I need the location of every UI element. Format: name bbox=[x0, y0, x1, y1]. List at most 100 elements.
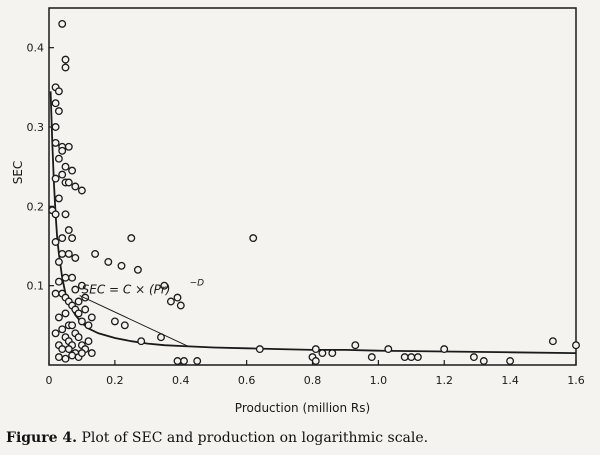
data-point bbox=[84, 321, 93, 330]
data-point bbox=[87, 313, 96, 322]
data-point bbox=[54, 277, 63, 286]
data-point bbox=[166, 297, 175, 306]
fit-equation-annotation: SEC = C × (Pr) bbox=[82, 283, 171, 297]
data-point bbox=[77, 186, 86, 195]
data-point bbox=[51, 289, 60, 298]
data-point bbox=[367, 353, 376, 362]
x-tick-label: 0.4 bbox=[172, 374, 190, 387]
data-point bbox=[133, 265, 142, 274]
figure-caption-label: Figure 4. bbox=[6, 430, 77, 446]
data-point bbox=[64, 226, 73, 235]
data-point bbox=[255, 345, 264, 354]
data-point bbox=[61, 55, 70, 64]
data-point bbox=[84, 337, 93, 346]
data-point bbox=[117, 261, 126, 270]
data-point bbox=[328, 349, 337, 358]
data-point bbox=[54, 194, 63, 203]
data-point bbox=[61, 354, 70, 363]
data-point bbox=[77, 281, 86, 290]
data-point bbox=[351, 341, 360, 350]
data-point bbox=[68, 273, 77, 282]
x-tick-label: 0.6 bbox=[238, 374, 256, 387]
data-point bbox=[318, 349, 327, 358]
data-point bbox=[384, 345, 393, 354]
data-point bbox=[58, 345, 67, 354]
y-tick-label: 0.2 bbox=[27, 200, 45, 213]
y-tick-label: 0.1 bbox=[27, 280, 45, 293]
data-point bbox=[173, 357, 182, 365]
data-point bbox=[407, 353, 416, 362]
data-point bbox=[54, 257, 63, 266]
data-point bbox=[127, 234, 136, 243]
data-point bbox=[64, 178, 73, 187]
x-tick-label: 1.6 bbox=[567, 374, 585, 387]
data-point bbox=[54, 107, 63, 116]
x-axis-title: Production (million Rs) bbox=[235, 401, 370, 415]
x-tick-label: 0.2 bbox=[106, 374, 124, 387]
y-axis-title: SEC bbox=[11, 161, 25, 185]
data-point bbox=[180, 357, 188, 365]
data-point bbox=[51, 238, 60, 246]
data-point bbox=[400, 353, 409, 362]
x-tick-label: 1.2 bbox=[436, 374, 454, 387]
data-point bbox=[68, 234, 77, 243]
data-point bbox=[58, 19, 67, 28]
data-point bbox=[61, 273, 70, 282]
data-point bbox=[54, 154, 63, 163]
data-point bbox=[77, 317, 86, 326]
fit-curve-line bbox=[49, 91, 577, 354]
fit-equation-exponent: −D bbox=[190, 279, 205, 289]
data-point bbox=[71, 182, 80, 191]
sec-production-scatter-chart: 0 0.2 0.4 0.6 0.8 1.0 1.2 1.4 1.6 0.1 0.2 0.3 0.4 Pr… bbox=[11, 7, 585, 415]
data-point bbox=[54, 87, 63, 96]
data-point bbox=[81, 305, 90, 314]
data-point bbox=[61, 162, 70, 171]
data-point bbox=[54, 353, 63, 362]
data-point bbox=[137, 337, 146, 346]
data-point bbox=[506, 357, 515, 365]
data-point bbox=[58, 146, 67, 155]
data-point bbox=[440, 345, 449, 354]
data-point bbox=[193, 357, 202, 365]
data-point bbox=[58, 234, 67, 243]
data-point bbox=[120, 321, 129, 330]
plot-frame bbox=[48, 7, 577, 366]
figure-caption-text: Plot of SEC and production on logarithmi… bbox=[81, 430, 429, 446]
figure-caption: Figure 4. Plot of SEC and production on … bbox=[6, 430, 428, 446]
data-point bbox=[311, 345, 320, 354]
data-point bbox=[51, 210, 60, 219]
data-point bbox=[71, 253, 80, 262]
data-point bbox=[64, 142, 73, 151]
y-tick-label: 0.3 bbox=[27, 121, 45, 134]
data-point bbox=[479, 357, 488, 365]
data-point bbox=[74, 309, 83, 318]
data-point bbox=[91, 249, 100, 258]
y-tick-label: 0.4 bbox=[27, 42, 45, 55]
data-point bbox=[51, 138, 60, 147]
data-point bbox=[173, 293, 182, 302]
data-point bbox=[58, 325, 67, 334]
data-point bbox=[54, 313, 63, 322]
data-point bbox=[51, 123, 60, 131]
x-tick-label: 0 bbox=[46, 374, 53, 387]
x-tick-label: 0.8 bbox=[304, 374, 322, 387]
annotation-leader-line bbox=[79, 295, 188, 347]
data-point bbox=[51, 329, 60, 338]
data-point bbox=[61, 210, 70, 219]
data-point bbox=[160, 281, 169, 290]
data-point bbox=[61, 63, 70, 72]
data-point bbox=[71, 285, 80, 294]
data-point bbox=[572, 341, 580, 350]
data-point bbox=[77, 349, 86, 358]
data-point bbox=[68, 166, 77, 175]
data-point bbox=[74, 297, 83, 306]
data-point bbox=[51, 174, 60, 183]
data-point bbox=[64, 345, 73, 354]
data-point bbox=[58, 170, 67, 179]
data-point bbox=[104, 257, 113, 266]
data-point bbox=[51, 99, 60, 108]
data-point bbox=[64, 249, 73, 258]
data-point bbox=[68, 351, 77, 360]
x-tick-label: 1.4 bbox=[501, 374, 519, 387]
